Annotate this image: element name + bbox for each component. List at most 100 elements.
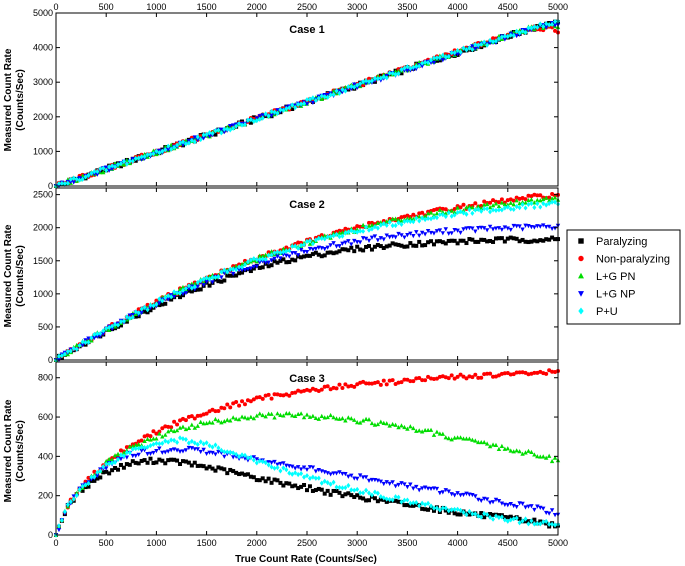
data-point: [142, 154, 147, 160]
data-point: [517, 30, 522, 36]
data-point: [360, 475, 366, 480]
data-point: [154, 431, 159, 436]
data-point: [452, 238, 457, 243]
data-point: [408, 500, 413, 506]
data-point: [420, 60, 425, 66]
data-point: [204, 279, 209, 285]
data-point: [248, 266, 254, 271]
data-point: [183, 436, 188, 443]
data-point: [269, 108, 274, 115]
data-point: [95, 331, 100, 337]
data-point: [470, 511, 475, 517]
data-point: [195, 287, 200, 292]
data-point: [275, 254, 280, 259]
data-point: [183, 141, 188, 147]
data-point: [307, 238, 312, 244]
data-point: [113, 321, 118, 328]
data-point: [541, 223, 546, 228]
data-point: [284, 245, 289, 250]
data-point: [302, 254, 307, 259]
data-point: [307, 253, 312, 258]
x-tick-label-top: 3000: [347, 2, 367, 12]
data-point: [381, 218, 386, 223]
data-point: [390, 480, 395, 485]
data-point: [322, 253, 327, 258]
data-point: [290, 257, 295, 262]
data-point: [355, 476, 360, 482]
data-point: [272, 477, 277, 482]
data-point: [405, 484, 410, 490]
data-point: [242, 472, 247, 477]
data-point: [325, 414, 330, 420]
data-point: [204, 275, 209, 281]
data-point: [254, 460, 259, 466]
data-point: [375, 238, 381, 243]
data-point: [423, 59, 428, 65]
data-point: [487, 205, 493, 210]
data-point: [207, 464, 212, 469]
data-point: [378, 382, 383, 387]
data-point: [278, 258, 283, 263]
data-point: [169, 294, 174, 300]
data-point: [124, 455, 130, 460]
data-point: [414, 500, 419, 506]
data-point: [299, 101, 304, 107]
data-point: [422, 232, 428, 237]
data-point: [434, 239, 439, 244]
data-point: [145, 460, 150, 465]
data-point: [491, 516, 496, 522]
data-point: [473, 201, 478, 206]
data-point: [180, 436, 185, 442]
data-point: [186, 283, 191, 289]
data-point: [154, 148, 159, 154]
legend-box: [566, 229, 681, 325]
data-point: [487, 224, 493, 229]
data-point: [139, 154, 144, 160]
data-point: [171, 447, 177, 452]
data-point: [168, 427, 174, 432]
data-point: [86, 339, 91, 346]
data-point: [399, 243, 404, 248]
data-point: [493, 442, 499, 447]
data-point: [168, 142, 174, 147]
data-point: [458, 230, 463, 235]
data-point: [71, 496, 76, 502]
data-point: [372, 489, 377, 495]
data-point: [225, 471, 230, 476]
data-point: [154, 460, 159, 465]
series-l-g-pn: [53, 195, 561, 362]
data-point: [210, 466, 215, 471]
data-point: [301, 465, 307, 470]
data-point: [154, 436, 159, 441]
data-point: [313, 97, 318, 104]
data-point: [425, 229, 431, 234]
data-point: [281, 465, 286, 471]
data-point: [408, 231, 413, 236]
data-point: [275, 462, 280, 467]
data-point: [505, 204, 510, 210]
data-point: [272, 415, 277, 420]
data-point: [116, 322, 121, 328]
data-point: [349, 245, 354, 250]
data-point: [493, 513, 498, 519]
data-point: [307, 388, 312, 393]
data-point: [325, 480, 330, 486]
data-point: [71, 345, 76, 352]
data-point: [148, 302, 153, 308]
data-point: [446, 489, 451, 494]
data-point: [239, 268, 245, 273]
data-point: [74, 342, 79, 348]
data-point: [496, 207, 501, 213]
data-point: [473, 207, 478, 213]
data-point: [496, 36, 501, 42]
data-point: [452, 206, 457, 211]
data-point: [547, 237, 552, 242]
data-point: [178, 295, 183, 300]
data-point: [428, 486, 434, 492]
data-point: [251, 455, 257, 460]
data-point: [305, 488, 309, 493]
data-point: [532, 517, 537, 522]
data-point: [228, 449, 233, 455]
data-point: [553, 19, 558, 25]
data-point: [169, 425, 174, 430]
